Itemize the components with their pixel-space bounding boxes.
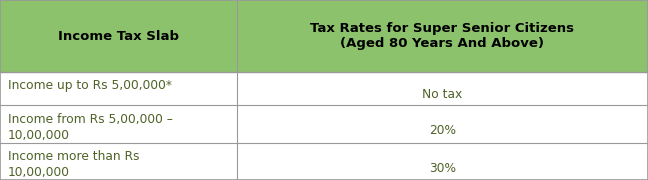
Bar	[0, 72, 237, 105]
Bar	[237, 0, 648, 72]
Text: 30%: 30%	[429, 161, 456, 175]
Text: Income Tax Slab: Income Tax Slab	[58, 30, 179, 42]
Bar	[0, 0, 237, 72]
Text: Tax Rates for Super Senior Citizens
(Aged 80 Years And Above): Tax Rates for Super Senior Citizens (Age…	[310, 22, 574, 50]
Bar	[0, 143, 237, 180]
Text: Income more than Rs
10,00,000: Income more than Rs 10,00,000	[8, 150, 139, 179]
Bar	[237, 105, 648, 143]
Bar	[237, 72, 648, 105]
Bar	[0, 105, 237, 143]
Text: 20%: 20%	[429, 124, 456, 137]
Bar	[237, 143, 648, 180]
Text: Income up to Rs 5,00,000*: Income up to Rs 5,00,000*	[8, 79, 172, 92]
Text: Income from Rs 5,00,000 –
10,00,000: Income from Rs 5,00,000 – 10,00,000	[8, 112, 172, 141]
Text: No tax: No tax	[422, 88, 463, 101]
